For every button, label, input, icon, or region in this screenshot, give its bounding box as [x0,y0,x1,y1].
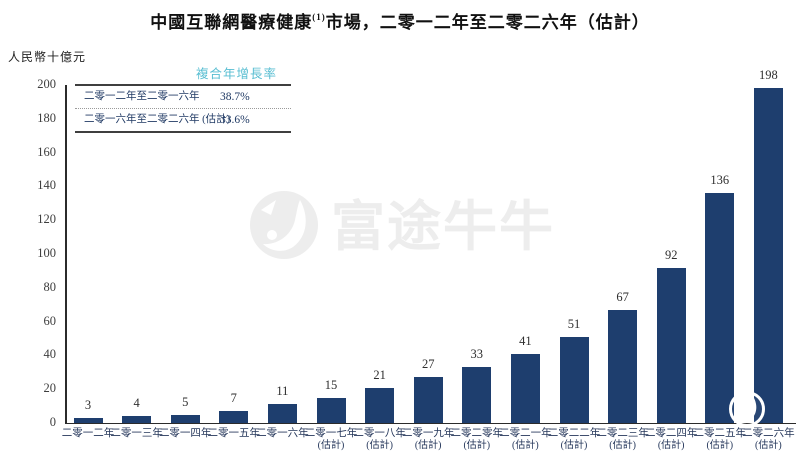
cagr-period-label: 二零一二年至二零一六年 [84,91,200,102]
bar-value-label: 15 [324,377,338,392]
y-tick-label: 40 [43,347,57,362]
x-axis-label: 二零一六年 [256,428,309,439]
x-axis-label: 二零一四年 [158,428,212,439]
y-tick-label: 60 [43,313,57,328]
bar [462,367,492,423]
cagr-value: 38.7% [220,91,250,103]
cagr-table-header: 複合年增長率 [195,67,277,81]
x-axis-label: 二零一二年 [61,428,115,439]
bar [267,404,297,423]
y-tick-label: 180 [37,110,56,125]
bar [413,377,443,423]
bar [122,416,152,423]
y-tick-label: 20 [43,381,57,396]
y-axis-unit-label: 人民幣十億元 [8,50,87,64]
bar-value-label: 51 [567,316,581,331]
cagr-value: 33.6% [220,114,250,126]
bar-value-label: 33 [470,347,484,362]
bar [608,309,638,423]
x-axis-label: 二零一七年 (估計) [304,428,358,451]
title-text: 中國互聯網醫療健康 [150,13,313,32]
y-tick-label: 120 [37,212,56,227]
y-axis-line [65,85,67,423]
x-axis-label: 二零一五年 [207,428,261,439]
x-axis-label: 二零二零年 (估計) [450,428,504,451]
x-axis-label: 二零二一年 (估計) [499,428,552,451]
bar [656,267,686,423]
bar-value-label: 27 [421,357,435,372]
bar-value-label: 67 [616,289,629,304]
bar-value-label: 5 [182,394,189,409]
y-tick-label: 200 [37,77,56,91]
bar-value-label: 21 [373,367,386,382]
title-footnote-marker: (1) [312,12,326,23]
bar [705,193,735,423]
bar-value-label: 198 [759,68,778,83]
bar-value-label: 3 [84,397,92,412]
x-axis-label: 二零二五年 (估計) [693,428,747,451]
bar [170,414,200,423]
cagr-row: 二零一二年至二零一六年 38.7% [75,86,291,108]
x-axis-line [65,422,796,424]
bar [219,411,249,423]
y-tick-label: 140 [37,178,56,193]
bar-value-label: 41 [519,333,532,348]
bar [365,387,395,423]
x-axis-label: 二零一九年 (估計) [401,428,455,451]
bar [559,336,589,423]
x-axis-label: 二零二三年 (估計) [596,428,649,451]
title-text-suffix: 市場，二零一二年至二零二六年（估計） [325,13,650,32]
bar-value-label: 92 [664,247,678,262]
cagr-period-label: 二零一六年至二零二六年 (估計) [84,114,231,125]
x-axis-label: 二零二四年 (估計) [644,428,698,451]
cagr-table: 複合年增長率 二零一二年至二零一六年 38.7% 二零一六年至二零二六年 (估計… [75,64,291,133]
bar [510,353,540,423]
bar-value-label: 7 [230,391,237,406]
x-axis-label: 二零二六年 (估計) [742,428,795,451]
y-tick-label: 100 [37,246,56,260]
cagr-row-divider [75,108,291,109]
y-tick-label: 0 [49,415,56,429]
chart-title: 中國互聯網醫療健康(1)市場，二零一二年至二零二六年（估計） [0,8,800,33]
bar [316,397,346,423]
x-axis-label: 二零一三年 [110,428,163,439]
bar-value-label: 4 [133,396,140,411]
x-axis-label: 二零二二年 (估計) [547,428,601,451]
bar [73,417,103,423]
bar-value-label: 11 [276,384,289,399]
y-tick-label: 160 [37,144,56,159]
cagr-row: 二零一六年至二零二六年 (估計) 33.6% [75,109,291,131]
x-axis-label: 二零一八年 (估計) [353,428,406,451]
bar [753,88,783,423]
y-tick-label: 80 [43,279,57,294]
bar-value-label: 136 [710,173,730,188]
cagr-table-body: 二零一二年至二零一六年 38.7% 二零一六年至二零二六年 (估計) 33.6% [75,84,291,133]
